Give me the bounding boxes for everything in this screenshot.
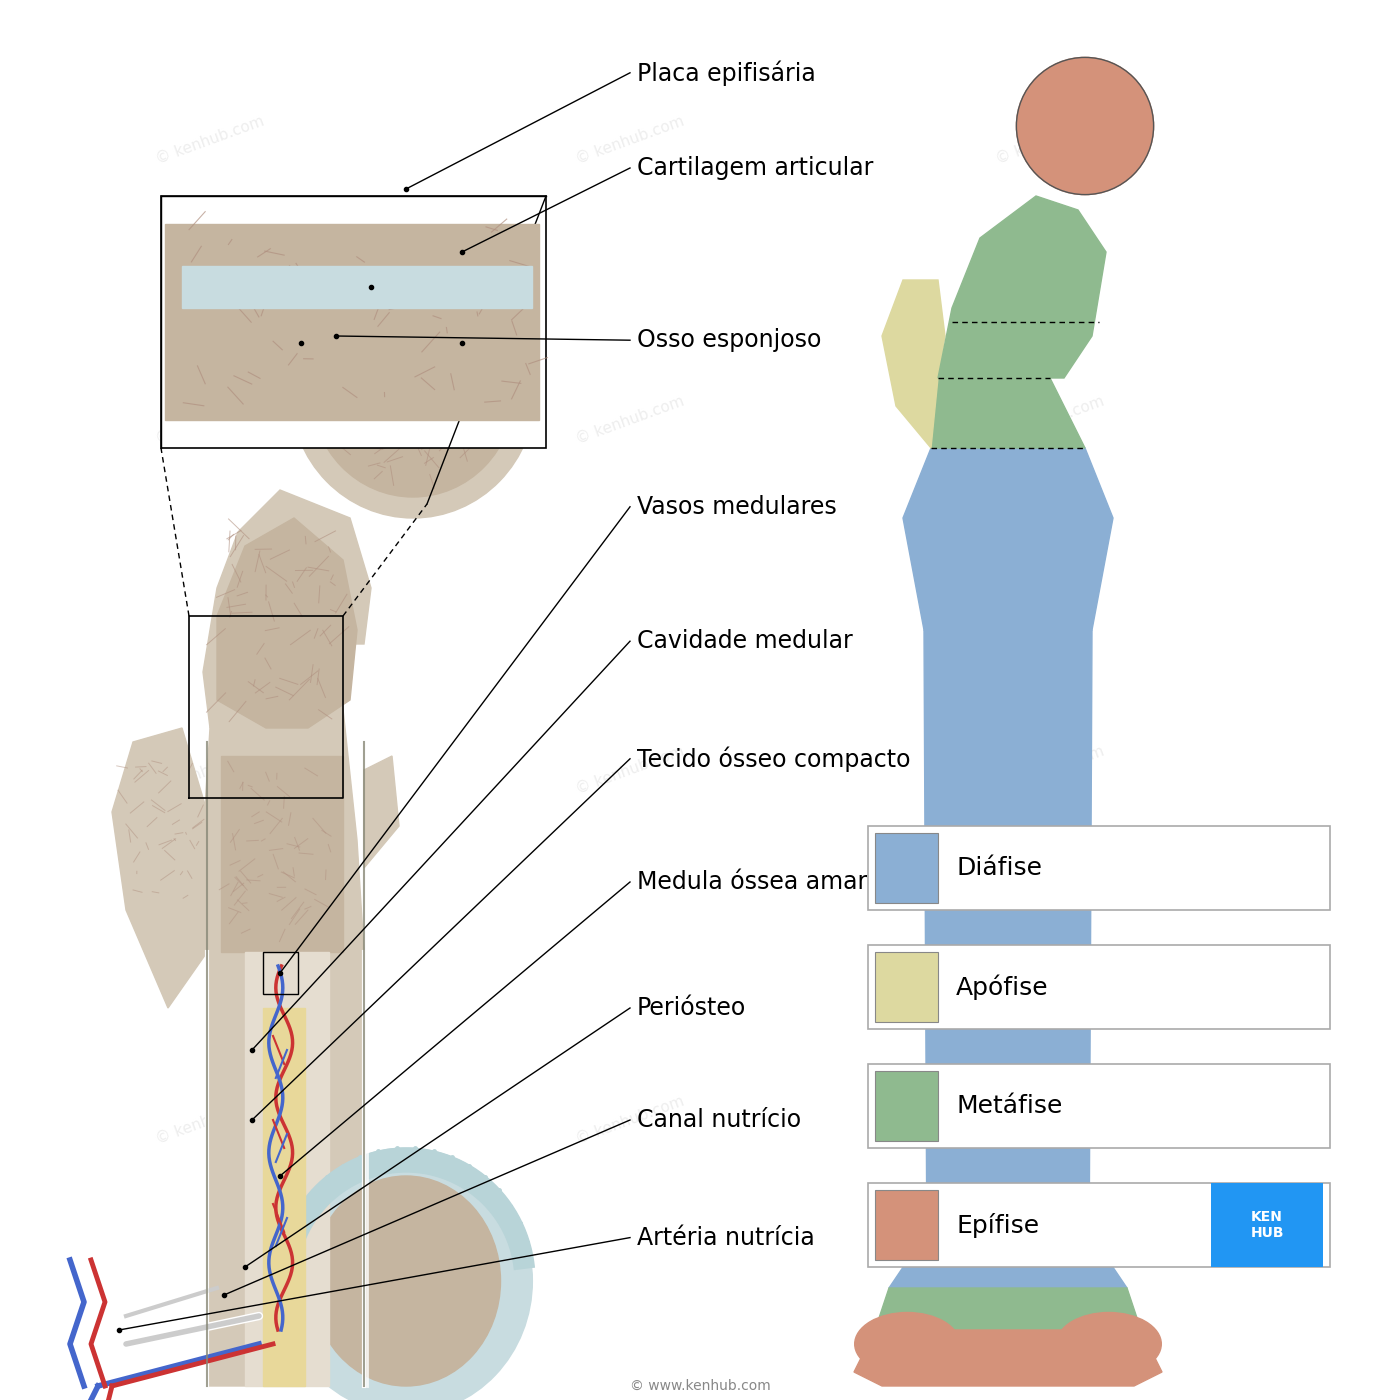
Text: Tecido ósseo compacto: Tecido ósseo compacto xyxy=(637,746,910,771)
Text: Apófise: Apófise xyxy=(956,974,1049,1000)
Bar xyxy=(263,952,298,994)
Text: © kenhub.com: © kenhub.com xyxy=(994,743,1106,797)
Text: © kenhub.com: © kenhub.com xyxy=(154,1093,266,1147)
Text: Artéria nutrícia: Artéria nutrícia xyxy=(637,1225,815,1250)
Polygon shape xyxy=(889,1232,1127,1288)
Polygon shape xyxy=(221,756,343,952)
Polygon shape xyxy=(203,490,371,728)
Polygon shape xyxy=(854,1330,1162,1386)
Text: Placa epifisária: Placa epifisária xyxy=(637,60,816,85)
Text: © kenhub.com: © kenhub.com xyxy=(994,393,1106,447)
Polygon shape xyxy=(924,630,1092,1232)
PathPatch shape xyxy=(277,1148,535,1270)
Polygon shape xyxy=(217,518,357,728)
Bar xyxy=(875,1071,938,1141)
Text: Metáfise: Metáfise xyxy=(956,1093,1063,1119)
Polygon shape xyxy=(161,196,546,448)
Ellipse shape xyxy=(280,1148,532,1400)
Polygon shape xyxy=(931,378,1085,448)
Text: © kenhub.com: © kenhub.com xyxy=(574,113,686,167)
Text: © kenhub.com: © kenhub.com xyxy=(994,1093,1106,1147)
Text: Osso esponjoso: Osso esponjoso xyxy=(637,328,822,353)
Ellipse shape xyxy=(311,287,515,497)
Bar xyxy=(875,1190,938,1260)
Text: Canal nutrício: Canal nutrício xyxy=(637,1107,801,1133)
Ellipse shape xyxy=(1056,1313,1162,1375)
Polygon shape xyxy=(165,224,539,420)
Polygon shape xyxy=(875,1288,1141,1330)
Text: © kenhub.com: © kenhub.com xyxy=(154,113,266,167)
Bar xyxy=(875,833,938,903)
Ellipse shape xyxy=(311,1176,501,1386)
Ellipse shape xyxy=(1016,57,1154,195)
Text: © kenhub.com: © kenhub.com xyxy=(154,393,266,447)
Text: Cavidade medular: Cavidade medular xyxy=(637,629,853,654)
FancyBboxPatch shape xyxy=(868,1064,1330,1148)
Polygon shape xyxy=(903,448,1113,630)
Polygon shape xyxy=(263,1008,305,1386)
FancyBboxPatch shape xyxy=(868,1183,1330,1267)
Text: Diáfise: Diáfise xyxy=(956,855,1042,881)
Polygon shape xyxy=(882,280,945,448)
Text: © www.kenhub.com: © www.kenhub.com xyxy=(630,1379,770,1393)
FancyBboxPatch shape xyxy=(868,945,1330,1029)
Text: Epífise: Epífise xyxy=(956,1212,1039,1238)
Text: KEN
HUB: KEN HUB xyxy=(1250,1210,1284,1240)
PathPatch shape xyxy=(291,266,535,392)
Text: Cartilagem articular: Cartilagem articular xyxy=(637,155,874,181)
Polygon shape xyxy=(364,756,399,868)
Bar xyxy=(875,952,938,1022)
Text: © kenhub.com: © kenhub.com xyxy=(574,393,686,447)
Text: © kenhub.com: © kenhub.com xyxy=(994,113,1106,167)
Ellipse shape xyxy=(291,266,535,518)
Text: © kenhub.com: © kenhub.com xyxy=(574,743,686,797)
Text: Periósteo: Periósteo xyxy=(637,995,746,1021)
Polygon shape xyxy=(203,644,364,1386)
FancyBboxPatch shape xyxy=(868,826,1330,910)
FancyBboxPatch shape xyxy=(1211,1183,1323,1267)
Polygon shape xyxy=(938,196,1106,378)
Polygon shape xyxy=(182,266,532,308)
Text: Vasos medulares: Vasos medulares xyxy=(637,494,837,519)
Text: Medula óssea amarela: Medula óssea amarela xyxy=(637,869,902,895)
Ellipse shape xyxy=(854,1313,960,1375)
Polygon shape xyxy=(112,728,207,1008)
Polygon shape xyxy=(245,952,329,1386)
Text: © kenhub.com: © kenhub.com xyxy=(574,1093,686,1147)
Text: © kenhub.com: © kenhub.com xyxy=(154,743,266,797)
